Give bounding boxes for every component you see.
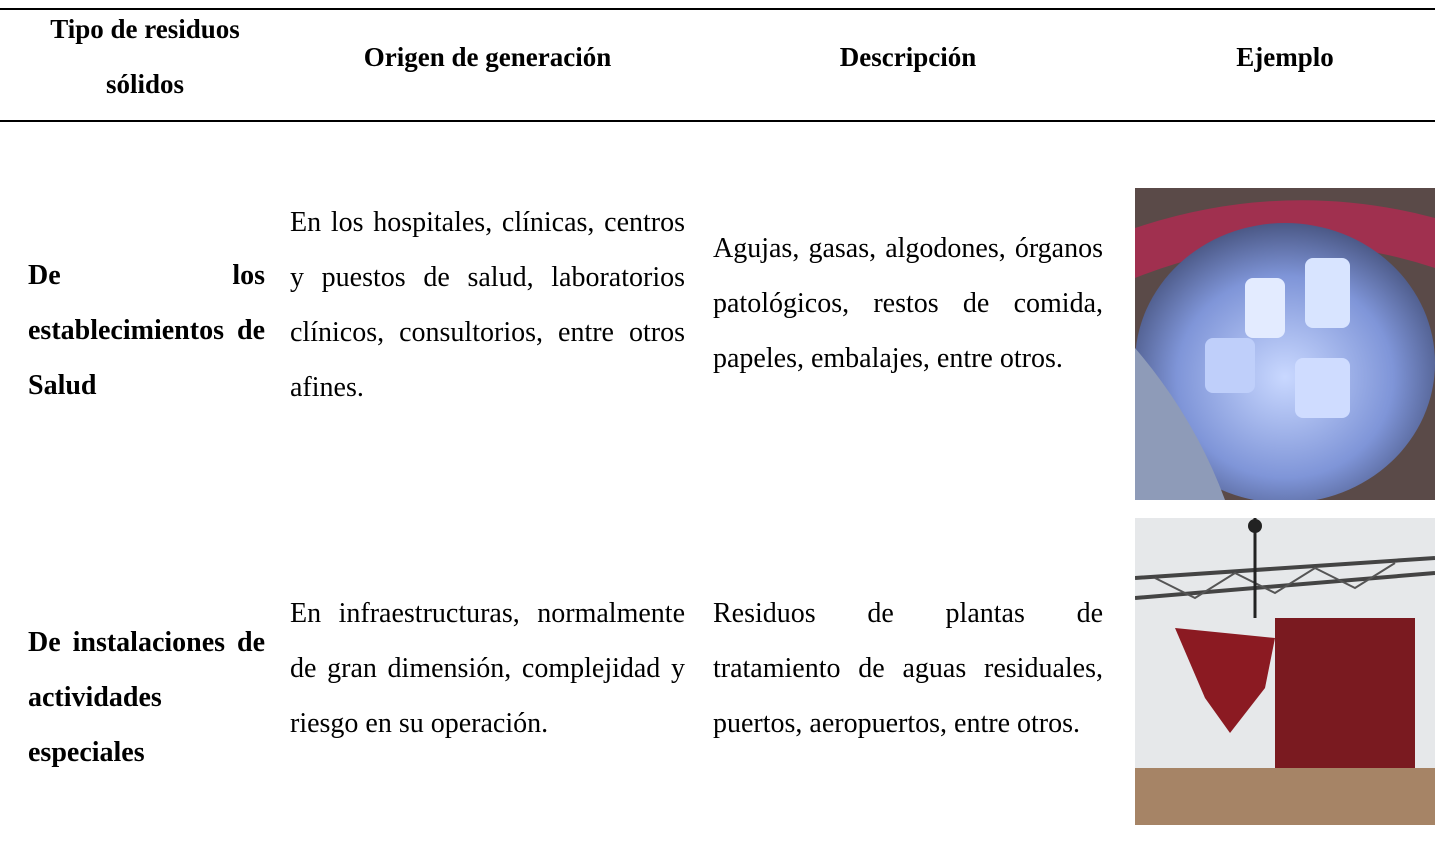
header-cell: Tipo de residuos sólidos — [50, 14, 240, 99]
origin-cell: En infraestructuras, normalmente de gran… — [290, 598, 685, 739]
type-cell: De los establecimientos de Salud — [28, 260, 265, 401]
header-rule — [0, 120, 1435, 122]
type-cell: De instalaciones de actividades especial… — [28, 627, 265, 768]
example-image — [1135, 518, 1435, 825]
example-image — [1135, 188, 1435, 500]
top-rule — [0, 8, 1435, 10]
origin-cell: En los hospitales, clínicas, centros y p… — [290, 207, 685, 403]
header-cell: Origen de generación — [363, 42, 612, 72]
header-cell: Ejemplo — [1236, 42, 1334, 72]
description-cell: Agujas, gasas, algodones, órganos patoló… — [713, 233, 1103, 374]
header-cell: Descripción — [839, 42, 977, 72]
description-cell: Residuos de plantas de tratamiento de ag… — [713, 598, 1103, 739]
